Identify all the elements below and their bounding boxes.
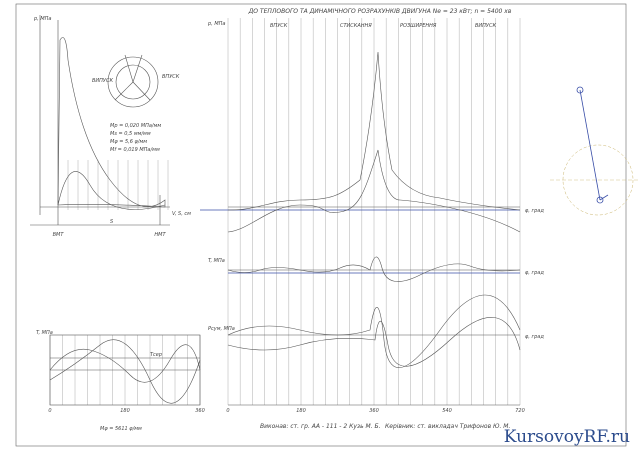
scale: Mf = 0,019 МПа/мм [110,147,160,153]
scale: Mφ = 5,6 φ/мм [110,139,147,145]
label: ВПУСК [162,74,180,80]
scale: Mφ = 5611 φ/мм [100,426,142,432]
tick: 360 [195,408,205,414]
supervisor: Керівник: ст. викладач Трифонов Ю. М. [385,423,510,430]
label: ВМТ [53,232,65,238]
tick: 360 [369,408,379,414]
label: S [110,219,114,225]
label: T, МПа [208,258,225,264]
tick: 540 [442,408,452,414]
label: V, S, см [172,211,191,217]
curves [227,51,521,368]
label: Tсер [150,352,162,358]
axis-unit: φ, град [525,270,544,276]
tick: 0 [226,408,229,414]
indicator-diagram [30,15,170,226]
author: Виконав: ст. гр. АА - 111 - 2 Кузь М. Б. [260,423,381,430]
phase: ВПУСК [270,23,288,29]
label: T, МПа [36,330,53,336]
tick: 180 [120,408,130,414]
label: Pсум, МПа [208,326,235,332]
axis-unit: φ, град [525,334,544,340]
tick: 720 [515,408,525,414]
label: p, МПа [33,16,52,22]
phase: ВИПУСК [475,23,496,29]
axis-unit: φ, град [525,208,544,214]
title: ДО ТЕПЛОВОГО ТА ДИНАМІЧНОГО РОЗРАХУНКІВ … [248,8,512,15]
valve-diagram [107,54,159,108]
tick: 180 [296,408,306,414]
frame [15,3,627,447]
phase: РОЗШИРЕННЯ [400,23,437,29]
label: ВИПУСК [92,78,113,84]
main-axes [200,206,520,406]
grid [49,18,521,405]
crank-diagram [550,86,640,216]
tick: 0 [48,408,51,414]
torque-chart [49,334,201,406]
phase: СТИСКАННЯ [340,23,372,29]
scale: Mp = 0,020 МПа/мм [110,123,161,129]
watermark: KursovoyRF.ru [504,427,630,447]
scale: Ms = 0,5 мм/мм [110,131,151,137]
label: НМТ [154,232,166,238]
label: p, МПа [207,21,226,27]
